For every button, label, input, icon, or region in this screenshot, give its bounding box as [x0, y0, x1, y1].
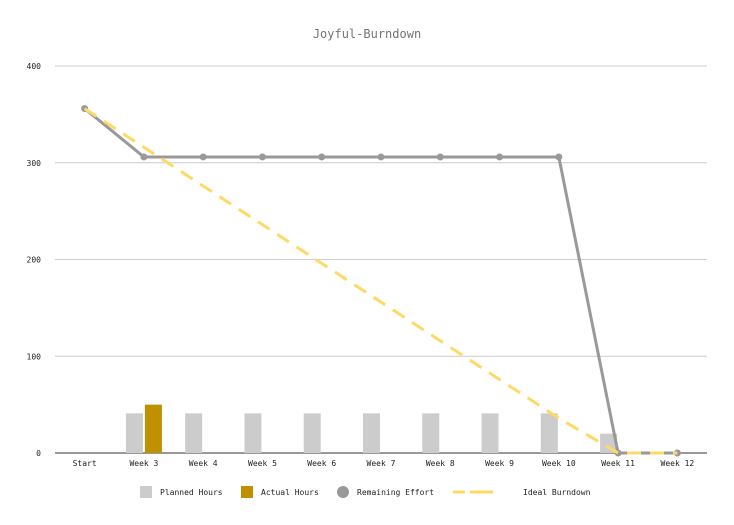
x-tick-label: Week 6: [307, 459, 336, 468]
point-remaining-effort: [555, 153, 563, 161]
y-tick-label: 200: [27, 256, 42, 265]
legend-label: Actual Hours: [261, 488, 319, 497]
point-remaining-effort: [140, 153, 148, 161]
point-remaining-effort: [496, 153, 504, 161]
point-remaining-effort: [318, 153, 326, 161]
y-tick-label: 400: [27, 62, 42, 71]
x-tick-label: Week 12: [661, 459, 695, 468]
y-tick-label: 100: [27, 352, 42, 361]
line-series: [81, 105, 681, 457]
line-ideal-burndown: [83, 107, 678, 455]
legend-label: Planned Hours: [160, 488, 223, 497]
bar-planned-hours: [481, 413, 499, 453]
chart-title: Joyful-Burndown: [313, 27, 421, 41]
legend: Planned Hours Actual Hours Remaining Effor…: [140, 486, 591, 498]
legend-label: Remaining Effort: [357, 488, 434, 497]
x-tick-label: Week 9: [485, 459, 514, 468]
legend-label: Ideal Burndown: [523, 488, 591, 497]
x-axis: Start Week 3 Week 4 Week 5 Week 6 Week 7 Week …: [73, 459, 695, 468]
x-tick-label: Week 4: [189, 459, 218, 468]
point-remaining-effort: [377, 153, 385, 161]
bar-series: [125, 404, 618, 453]
legend-swatch: [337, 486, 349, 498]
x-tick-label: Week 8: [426, 459, 455, 468]
x-tick-label: Week 10: [542, 459, 576, 468]
y-tick-label: 300: [27, 159, 42, 168]
point-remaining-effort: [199, 153, 207, 161]
bar-planned-hours: [303, 413, 321, 453]
gridlines: [55, 65, 707, 454]
bar-planned-hours: [600, 433, 618, 453]
point-remaining-effort: [258, 153, 266, 161]
y-tick-label: 0: [36, 449, 41, 458]
x-tick-label: Week 3: [129, 459, 158, 468]
bar-planned-hours: [125, 413, 143, 453]
bar-planned-hours: [185, 413, 203, 453]
x-tick-label: Week 11: [601, 459, 635, 468]
legend-swatch: [241, 486, 253, 498]
x-tick-label: Week 7: [367, 459, 396, 468]
bar-planned-hours: [244, 413, 262, 453]
x-tick-label: Week 5: [248, 459, 277, 468]
x-tick-label: Start: [73, 459, 97, 468]
bar-actual-hours: [144, 404, 162, 453]
legend-swatch: [140, 486, 152, 498]
point-remaining-effort: [436, 153, 444, 161]
bar-planned-hours: [540, 413, 558, 453]
bar-planned-hours: [363, 413, 380, 453]
bar-planned-hours: [422, 413, 440, 453]
y-axis: 0 100 200 300 400: [27, 62, 42, 458]
